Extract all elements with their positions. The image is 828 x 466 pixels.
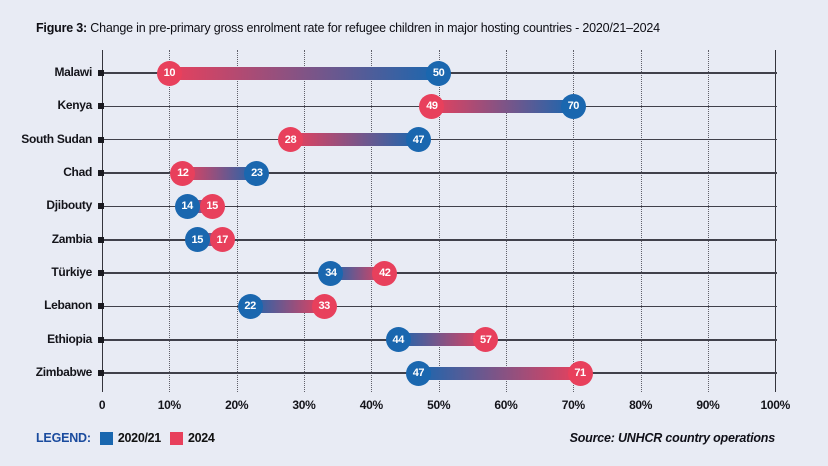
dumbbell-bar [250,299,325,313]
axis-tick-dot [98,203,104,210]
dumbbell-bar [330,266,385,280]
axis-line [102,50,103,392]
dumbbell-bar [290,133,419,147]
axis-tick-dot [98,236,104,243]
marker-2024: 15 [199,193,225,219]
marker-2020-21: 47 [405,360,431,386]
x-tick-label: 70% [561,398,585,412]
legend: LEGEND: 2020/21 2024 [36,431,215,445]
marker-2024: 49 [419,93,445,119]
gridline [505,50,507,392]
country-label: Zimbabwe [35,365,93,380]
legend-item-label: 2024 [187,431,215,445]
dumbbell-bar [182,166,257,180]
source-note: Source: UNHCR country operations [569,431,776,445]
row-line [102,138,778,141]
gridline [303,50,305,392]
marker-2020-21: 22 [237,293,263,319]
marker-2024: 12 [170,160,196,186]
row-line [102,305,778,308]
x-tick-label: 50% [427,398,451,412]
country-label: Ethiopia [47,331,92,346]
marker-2020-21: 15 [184,227,210,253]
axis-tick-dot [98,70,104,76]
x-tick-label: 40% [359,398,383,412]
country-label: Djibouty [46,198,92,213]
x-tick-label: 0 [98,398,106,412]
x-tick-label: 10% [157,398,181,412]
marker-2024: 33 [311,293,337,319]
legend-item-2020-21: 2020/21 [99,431,161,445]
marker-2020-21: 47 [405,127,431,153]
gridline [371,50,373,392]
marker-2020-21: 44 [385,327,411,353]
dumbbell-bar [431,99,574,113]
axis-tick-dot [98,136,104,143]
marker-2020-21: 50 [426,60,452,86]
chart-footer: LEGEND: 2020/21 2024 Source: UNHCR count… [36,429,775,447]
x-tick-label: 100% [760,398,791,412]
gridline [236,50,238,392]
marker-2020-21: 70 [560,93,586,119]
country-label: Chad [63,165,92,180]
dumbbell-bar [418,366,581,380]
marker-2024: 57 [473,327,499,353]
legend-title: LEGEND: [36,431,91,445]
gridline [438,50,440,392]
marker-2024: 42 [372,260,398,286]
marker-2024: 71 [567,360,593,386]
marker-2020-21: 23 [244,160,270,186]
axis-line [775,50,777,392]
row-line [102,205,778,208]
legend-item-2024: 2024 [169,431,215,445]
gridline [707,50,709,392]
figure-title: Figure 3: Change in pre-primary gross en… [36,21,798,35]
x-tick-label: 30% [292,398,316,412]
legend-swatch-blue [99,431,113,445]
country-label: South Sudan [21,131,92,146]
figure-caption: Change in pre-primary gross enrolment ra… [90,21,660,35]
row-line [102,272,778,274]
marker-2024: 28 [278,127,304,153]
country-label: Türkiye [51,265,92,280]
marker-2024: 10 [156,60,182,86]
marker-2020-21: 34 [318,260,344,286]
axis-tick-dot [98,370,104,377]
country-label: Lebanon [44,298,92,313]
axis-tick-dot [98,170,104,177]
legend-swatch-red [169,431,183,445]
country-label: Malawi [54,65,92,79]
axis-tick-dot [98,270,104,277]
gridline [169,50,171,392]
marker-2020-21: 14 [174,193,200,219]
axis-tick-dot [98,336,104,343]
country-label: Zambia [51,231,93,246]
x-tick-label: 80% [629,398,653,412]
x-tick-label: 60% [494,398,518,412]
legend-item-label: 2020/21 [117,431,161,445]
row-line [102,239,778,241]
axis-tick-dot [98,303,104,310]
gridline [573,50,575,392]
row-line [102,172,778,174]
x-tick-label: 20% [225,398,249,412]
axis-tick-dot [98,103,104,110]
gridline [640,50,642,392]
dumbbell-bar [398,333,486,347]
marker-2024: 17 [209,227,235,253]
country-label: Kenya [57,98,92,113]
dumbbell-bar [169,66,439,80]
figure-number: Figure 3: [36,21,87,35]
x-tick-label: 90% [696,398,720,412]
